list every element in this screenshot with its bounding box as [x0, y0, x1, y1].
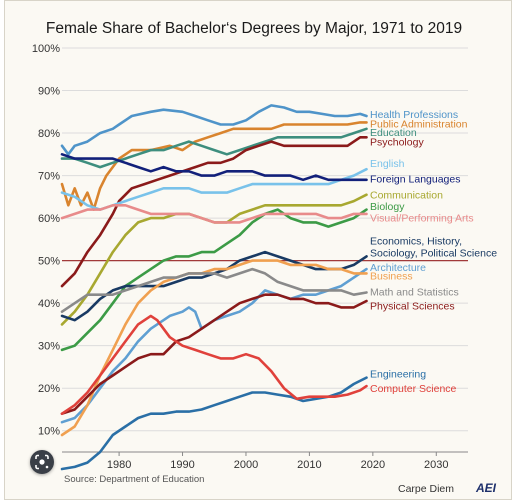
series-label: Math and Statistics	[370, 286, 459, 298]
image-search-button[interactable]	[30, 450, 54, 474]
series-line	[60, 208, 368, 352]
series-label: Education	[370, 127, 417, 139]
y-tick-label: 20%	[38, 383, 60, 395]
y-tick-label: 70%	[38, 171, 60, 183]
y-tick-label: 50%	[38, 256, 60, 268]
series-line	[60, 104, 368, 156]
x-tick-label: 2030	[424, 459, 448, 471]
y-tick-label: 10%	[38, 426, 60, 438]
y-tick-label: 80%	[38, 128, 60, 140]
x-tick-label: 1980	[107, 459, 131, 471]
series-label: Public Administration	[370, 118, 468, 130]
series-line	[60, 293, 368, 415]
series-line	[60, 376, 368, 471]
series-label: Psychology	[370, 137, 424, 149]
y-tick-label: 90%	[38, 86, 60, 98]
series-line	[60, 193, 368, 326]
y-tick-label: 40%	[38, 298, 60, 310]
x-tick-label: 1990	[170, 459, 194, 471]
source-note: Source: Department of Education	[64, 474, 204, 485]
series-label: Biology	[370, 201, 405, 213]
brand-name: Carpe Diem	[398, 483, 454, 495]
series-label: Visual/Performing Arts	[370, 212, 474, 224]
series-line	[60, 314, 368, 415]
series-line	[60, 153, 368, 182]
y-tick-label: 30%	[38, 341, 60, 353]
y-tick-label: 100%	[32, 43, 60, 55]
gridlines	[62, 47, 468, 432]
y-tick-label: 60%	[38, 213, 60, 225]
x-axis-ticks: 1980 1990 2000 2010 2020 2030	[62, 451, 468, 471]
x-tick-label: 2000	[234, 459, 258, 471]
series-line	[60, 121, 368, 211]
series-label: Economics, History, Sociology, Political …	[370, 236, 497, 260]
lens-icon	[35, 454, 49, 470]
series-lines	[60, 104, 368, 471]
brand-logo: AEI	[475, 481, 497, 495]
series-label: Computer Science	[370, 383, 457, 395]
series-line	[60, 127, 368, 169]
series-label: Foreign Languages	[370, 174, 461, 186]
series-label: Business	[370, 271, 413, 283]
series-label: Engineering	[370, 368, 426, 380]
series-label: Architecture	[370, 262, 426, 274]
series-line	[60, 204, 368, 224]
series-label: Communication	[370, 190, 443, 202]
series-line	[60, 267, 368, 313]
y-axis-ticks: 10% 20% 30% 40% 50% 60% 70% 80% 90% 100%	[32, 43, 60, 438]
series-line	[60, 259, 368, 437]
x-tick-label: 2020	[361, 459, 385, 471]
series-label: Physical Sciences	[370, 300, 455, 312]
chart-title: Female Share of Bachelor‘s Degrees by Ma…	[46, 20, 462, 37]
series-label: Health Professions	[370, 109, 458, 121]
series-line	[60, 136, 368, 288]
x-tick-label: 2010	[297, 459, 321, 471]
series-label: English	[370, 158, 405, 170]
